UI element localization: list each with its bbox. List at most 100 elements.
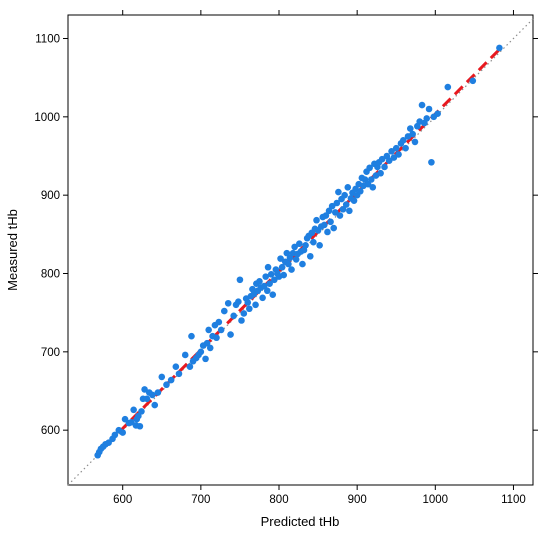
data-point — [246, 305, 253, 313]
data-point — [271, 276, 278, 284]
data-point — [205, 326, 212, 334]
data-point — [388, 148, 395, 155]
data-point — [224, 299, 232, 307]
data-point — [469, 77, 477, 85]
data-point — [280, 271, 287, 279]
data-point — [399, 137, 407, 144]
data-point — [136, 422, 144, 430]
data-point — [367, 176, 375, 183]
data-point — [278, 263, 286, 271]
data-point — [266, 280, 273, 287]
data-point — [377, 169, 384, 177]
data-point — [186, 363, 194, 371]
data-point — [390, 154, 398, 161]
y-tick-label: 900 — [41, 190, 60, 202]
data-point — [138, 408, 145, 415]
data-point — [288, 266, 295, 273]
data-point — [264, 263, 272, 271]
data-point — [111, 431, 119, 439]
y-tick-label: 800 — [41, 269, 60, 281]
x-tick-label: 600 — [113, 494, 132, 506]
data-point — [327, 218, 334, 226]
data-point — [202, 355, 209, 363]
data-point — [324, 228, 331, 236]
data-point — [310, 238, 317, 246]
data-point — [356, 187, 364, 195]
data-point — [411, 138, 419, 146]
data-point — [378, 155, 386, 163]
data-point — [227, 331, 234, 338]
data-point — [236, 276, 244, 284]
data-point — [402, 144, 409, 152]
data-point — [339, 205, 347, 213]
x-axis-title: Predicted tHb — [261, 514, 340, 529]
data-point — [175, 370, 183, 378]
data-point — [149, 391, 156, 399]
data-point — [346, 207, 353, 215]
data-point — [350, 197, 358, 204]
data-point — [221, 307, 228, 315]
data-point — [292, 256, 300, 263]
data-point — [119, 429, 127, 436]
data-point — [262, 273, 270, 280]
data-point — [143, 395, 151, 403]
data-point — [299, 260, 306, 268]
data-point — [369, 184, 377, 191]
y-tick-label: 700 — [41, 347, 60, 359]
x-tick-label: 1000 — [423, 494, 449, 506]
data-point — [217, 326, 225, 334]
data-point — [277, 255, 284, 262]
data-point — [286, 254, 294, 262]
data-point — [425, 105, 433, 113]
data-point — [285, 260, 292, 268]
data-point — [296, 240, 303, 248]
data-point — [325, 207, 333, 215]
data-point — [316, 242, 323, 249]
data-point — [322, 212, 330, 219]
data-point — [302, 242, 309, 249]
data-point — [130, 406, 137, 414]
data-point — [135, 412, 142, 420]
data-point — [235, 298, 242, 306]
data-point — [240, 310, 248, 317]
data-point — [364, 180, 372, 188]
data-point — [291, 243, 298, 251]
data-point — [385, 157, 393, 164]
data-point — [283, 249, 291, 257]
data-point — [395, 151, 402, 158]
data-point — [341, 191, 348, 199]
data-point — [344, 184, 352, 191]
data-point — [267, 270, 275, 278]
data-point — [381, 163, 388, 171]
data-point — [434, 110, 441, 117]
plot-frame — [67, 14, 534, 486]
y-tick-label: 1000 — [34, 112, 60, 124]
data-point — [260, 282, 268, 290]
y-axis-title: Measured tHb — [5, 209, 20, 291]
data-point — [244, 299, 252, 306]
data-points — [94, 44, 503, 459]
data-point — [158, 373, 166, 381]
data-point — [361, 176, 369, 183]
data-point — [418, 101, 426, 109]
data-point — [230, 312, 237, 320]
data-point — [256, 278, 263, 285]
data-point — [428, 158, 435, 166]
data-point — [342, 201, 350, 208]
data-point — [151, 401, 159, 409]
data-point — [423, 115, 431, 122]
data-point — [172, 363, 180, 371]
x-tick-label: 1100 — [501, 494, 526, 506]
data-point — [392, 144, 400, 152]
data-point — [330, 224, 338, 232]
data-point — [496, 44, 503, 52]
data-point — [328, 202, 336, 210]
data-point — [203, 339, 211, 347]
data-point — [336, 212, 344, 219]
data-point — [167, 376, 175, 384]
data-point — [238, 317, 245, 324]
y-tick-label: 600 — [41, 425, 60, 437]
data-point — [213, 334, 220, 342]
data-point — [154, 389, 162, 396]
